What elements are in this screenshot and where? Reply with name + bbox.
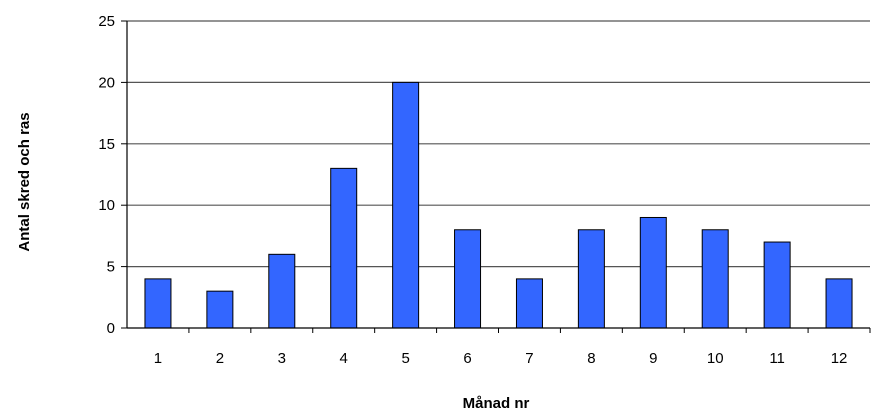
y-tick-label: 20 (98, 74, 115, 91)
x-tick-labels: 1 2 3 4 5 6 7 8 9 10 11 12 (154, 350, 848, 367)
bar-month-11 (763, 241, 791, 329)
bar-month-12 (825, 278, 853, 329)
x-tick-label: 3 (278, 350, 286, 367)
bar-month-6 (454, 229, 482, 329)
y-tick-label: 25 (98, 13, 115, 30)
bar-month-10 (701, 229, 729, 329)
y-tick-label: 0 (107, 320, 115, 337)
x-tick-label: 7 (525, 350, 533, 367)
x-tick-label: 1 (154, 350, 162, 367)
bar-month-8 (577, 229, 605, 329)
x-tick-label: 8 (587, 350, 595, 367)
x-tick-label: 9 (649, 350, 657, 367)
x-tick-label: 11 (769, 350, 785, 367)
x-tick-label: 10 (707, 350, 724, 367)
bar-month-7 (515, 278, 543, 329)
x-tick-label: 5 (401, 350, 409, 367)
y-tick-label: 10 (98, 197, 115, 214)
x-axis-title: Månad nr (463, 395, 530, 412)
bar-month-9 (639, 216, 667, 329)
x-tick-label: 6 (463, 350, 471, 367)
y-tick-label: 5 (107, 259, 115, 276)
y-tick-label: 15 (98, 136, 115, 153)
x-tick-label: 12 (831, 350, 848, 367)
bar-month-1 (144, 278, 172, 329)
gridlines (127, 20, 870, 268)
bar-month-5 (392, 81, 420, 329)
axes-group (121, 20, 871, 333)
y-axis-title: Antal skred och ras (16, 112, 33, 251)
bars-group (144, 81, 853, 329)
x-tick-label: 4 (340, 350, 348, 367)
bar-month-2 (206, 290, 234, 329)
bar-month-4 (330, 167, 358, 329)
bar-month-3 (268, 253, 296, 329)
x-tick-label: 2 (216, 350, 224, 367)
y-tick-labels: 0 5 10 15 20 25 (98, 13, 115, 337)
